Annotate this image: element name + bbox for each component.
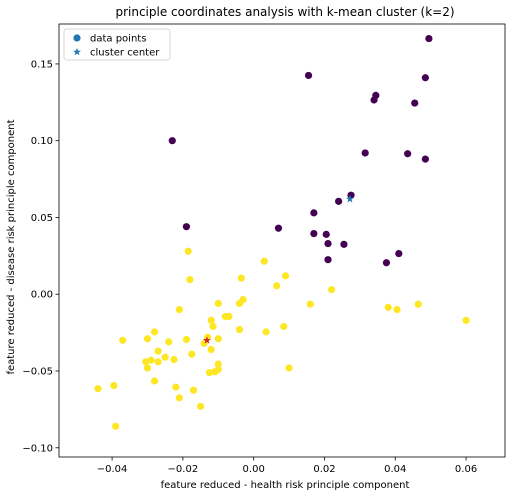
data-point xyxy=(395,249,403,258)
legend-marker-cluster-center xyxy=(73,47,81,56)
data-point xyxy=(404,150,412,158)
data-point xyxy=(170,355,178,364)
y-axis-label: feature reduced - disease risk principle… xyxy=(6,119,17,374)
data-point xyxy=(214,335,222,343)
data-point xyxy=(143,335,152,343)
legend-box xyxy=(63,28,171,61)
y-tick-label: 0.00 xyxy=(31,290,53,301)
cluster-center-marker xyxy=(202,336,211,344)
data-point xyxy=(175,394,183,402)
data-point xyxy=(235,299,244,308)
data-point xyxy=(273,282,281,290)
legend-marker-data-points xyxy=(73,34,81,42)
data-point xyxy=(154,358,162,366)
data-point xyxy=(361,149,369,157)
x-tick-label: −0.04 xyxy=(97,464,128,475)
cluster-center-marker xyxy=(345,194,354,203)
data-point xyxy=(237,274,245,282)
legend: data points cluster center xyxy=(63,28,171,61)
data-point xyxy=(274,224,283,232)
data-point xyxy=(110,382,118,390)
data-point xyxy=(281,272,290,280)
data-point xyxy=(306,300,314,308)
x-tick-label: 0.00 xyxy=(243,464,265,475)
data-point xyxy=(310,229,318,238)
data-point xyxy=(335,197,343,205)
data-point xyxy=(188,350,196,358)
data-point xyxy=(150,377,159,385)
data-point xyxy=(143,364,152,372)
data-point xyxy=(150,328,159,336)
data-point xyxy=(322,230,330,238)
data-point xyxy=(327,286,336,294)
data-point xyxy=(214,360,222,368)
data-point xyxy=(175,305,183,314)
data-point xyxy=(211,368,219,376)
data-point xyxy=(119,336,127,344)
x-tick-label: −0.02 xyxy=(168,464,199,475)
data-point xyxy=(196,402,205,410)
data-point xyxy=(304,71,313,80)
data-point xyxy=(384,303,392,311)
data-point xyxy=(205,368,214,377)
data-point xyxy=(340,240,348,248)
data-point xyxy=(324,256,332,264)
data-point xyxy=(370,96,378,104)
legend-label: cluster center xyxy=(90,48,160,59)
y-tick-label: 0.15 xyxy=(31,59,53,70)
chart-title: principle coordinates analysis with k-me… xyxy=(115,5,454,19)
data-point xyxy=(142,358,150,366)
data-point xyxy=(207,316,215,324)
data-point xyxy=(425,34,433,43)
y-tick-label: 0.05 xyxy=(31,213,53,224)
data-point xyxy=(184,247,192,255)
data-point xyxy=(382,259,391,267)
x-tick-label: 0.04 xyxy=(384,464,406,475)
data-point xyxy=(260,257,268,265)
data-point xyxy=(310,209,318,217)
y-tick-label: 0.10 xyxy=(31,136,53,147)
data-point xyxy=(112,422,120,430)
data-point xyxy=(414,300,422,308)
data-point xyxy=(165,338,173,346)
data-point xyxy=(209,322,217,331)
data-point xyxy=(324,239,332,248)
data-point xyxy=(421,155,429,163)
x-tick-label: 0.06 xyxy=(455,464,477,475)
data-point xyxy=(168,137,176,145)
x-axis-label: feature reduced - health risk principle … xyxy=(161,480,410,491)
data-point xyxy=(182,335,191,344)
data-point xyxy=(207,345,215,354)
data-point xyxy=(182,223,191,231)
data-point xyxy=(262,328,270,336)
axes-frame xyxy=(58,23,506,458)
data-point xyxy=(172,383,180,391)
data-point xyxy=(189,386,198,394)
data-point xyxy=(285,364,293,372)
data-point xyxy=(421,74,429,82)
data-point xyxy=(186,276,194,284)
data-point xyxy=(225,312,233,321)
y-tick-label: −0.05 xyxy=(22,367,53,378)
y-tick-label: −0.10 xyxy=(22,443,53,454)
data-point xyxy=(280,322,288,331)
data-point xyxy=(214,299,222,308)
data-point xyxy=(94,385,102,393)
data-point xyxy=(235,325,244,334)
data-point xyxy=(462,316,470,324)
data-point xyxy=(393,305,401,314)
data-point xyxy=(154,347,162,355)
data-point xyxy=(411,99,419,107)
plot-area: −0.04 −0.02 0.00 0.02 0.04 0.06 −0.10 −0.05 0.00… xyxy=(22,23,506,475)
x-tick-label: 0.02 xyxy=(313,464,335,475)
data-point xyxy=(161,353,169,361)
legend-label: data points xyxy=(90,34,146,45)
